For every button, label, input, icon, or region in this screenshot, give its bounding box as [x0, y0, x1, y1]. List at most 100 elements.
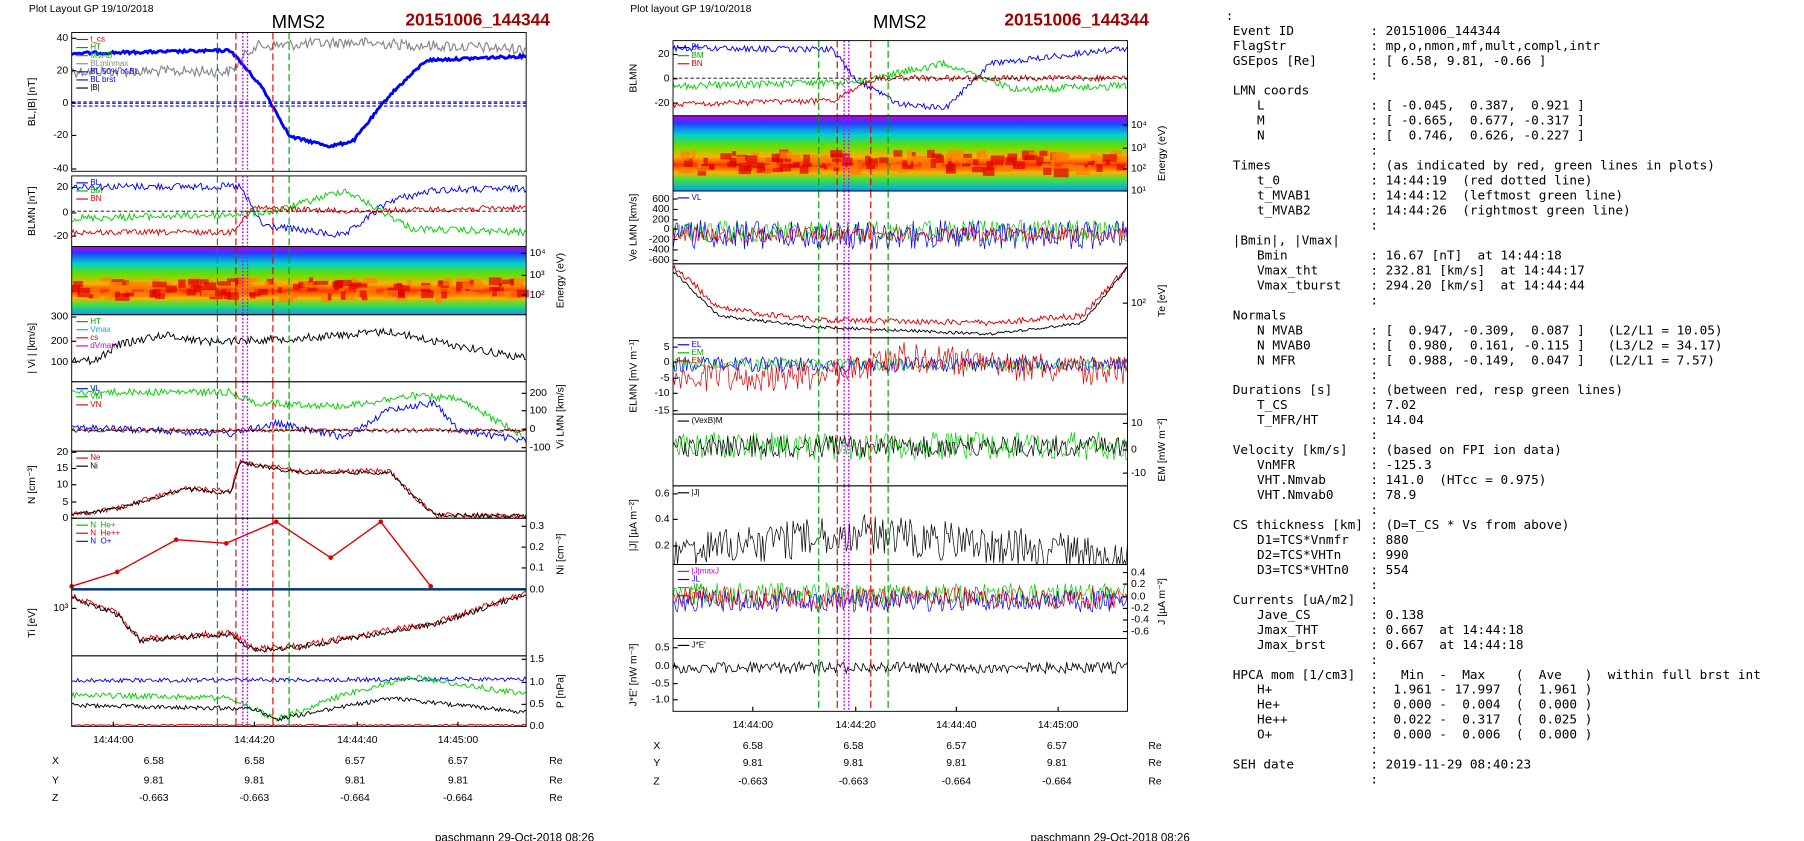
legend-label: |B|	[90, 83, 100, 92]
plot-header: Plot Layout GP 19/10/2018	[29, 4, 154, 15]
legend-label: Ni	[90, 461, 98, 470]
spectrogram-speck	[110, 281, 122, 290]
spectrogram-speck	[461, 288, 466, 297]
trace	[71, 399, 527, 444]
spectrogram-speck	[126, 281, 133, 290]
position-cell: 9.81	[345, 775, 365, 786]
separator: :	[1370, 427, 1378, 442]
listing-value: : 0.667 at 14:44:18	[1370, 637, 1523, 652]
y-axis-label: N [cm⁻³]	[27, 465, 38, 504]
tick-label: 10³	[1131, 143, 1147, 154]
tick-label: 0.0	[655, 661, 670, 672]
tick-label: -10	[655, 388, 670, 399]
trace	[71, 460, 527, 519]
listing-label: D1=TCS*Vnmfr	[1257, 532, 1349, 547]
listing-label: T_MFR/HT	[1257, 412, 1319, 427]
spectrogram-speck	[935, 155, 945, 164]
legend-label: N O+	[90, 536, 112, 545]
tick-label: 0.5	[530, 699, 545, 710]
legend-label: JN	[692, 591, 702, 600]
panel-frame	[71, 450, 527, 519]
spectrogram-speck	[143, 289, 152, 296]
spectrogram-speck	[437, 280, 449, 288]
tick-label: 0.4	[1131, 567, 1146, 578]
spectrogram-speck	[751, 152, 760, 158]
listing-label: t_0	[1257, 173, 1280, 188]
spectrogram-speck	[960, 157, 973, 165]
spectrogram-speck	[391, 289, 405, 297]
spectrogram-speck	[364, 288, 377, 296]
tick-label: 10²	[1131, 298, 1147, 309]
spectrogram-speck	[292, 283, 301, 291]
listing-value: : 1.961 - 17.997 ( 1.961 )	[1370, 682, 1592, 697]
legend-label: J*E'	[692, 641, 707, 650]
spectrogram-speck	[336, 279, 352, 287]
position-cell: 6.57	[448, 756, 468, 767]
spectrogram-speck	[833, 167, 840, 171]
position-cell: 6.58	[144, 756, 164, 767]
spectrogram-speck	[960, 164, 975, 172]
spectrogram-speck	[1039, 150, 1048, 156]
event-id: 20151006_144344	[405, 10, 550, 30]
time-label: 14:45:00	[438, 735, 479, 746]
position-cell: Re	[1148, 758, 1162, 769]
listing-label: He+	[1257, 697, 1280, 712]
listing-value: : 78.9	[1370, 487, 1416, 502]
spectrogram-speck	[802, 163, 812, 168]
spectrogram-speck	[696, 165, 710, 172]
listing-heading: Currents [uA/m2]	[1233, 592, 1356, 607]
tick-label: 10²	[1131, 164, 1147, 175]
separator: :	[1370, 652, 1378, 667]
spectrogram-speck	[751, 162, 764, 169]
time-label: 14:44:40	[337, 735, 378, 746]
spectrogram-speck	[971, 167, 985, 173]
tick-label: 0	[62, 208, 68, 219]
tick-label: 10	[57, 479, 69, 490]
trace	[672, 514, 1128, 566]
spectrogram-speck	[359, 290, 367, 298]
listing-value: : 0.000 - 0.004 ( 0.000 )	[1370, 697, 1592, 712]
spectrogram-speck	[339, 288, 345, 293]
spectrogram-speck	[133, 291, 146, 298]
position-cell: -0.663	[738, 777, 768, 788]
position-cell: Re	[549, 775, 563, 786]
y-axis-label: P [nPa]	[556, 674, 567, 708]
spectrogram-speck	[264, 281, 270, 287]
trace	[71, 458, 527, 520]
trace	[71, 594, 527, 653]
spectrogram-speck	[469, 279, 474, 288]
spectrogram-speck	[462, 282, 472, 289]
plot-title: MMS2	[272, 11, 325, 32]
spectrogram-speck	[243, 277, 258, 283]
tick-label: 0	[664, 74, 670, 85]
position-cell: 9.81	[244, 775, 264, 786]
spectrogram-speck	[977, 150, 986, 158]
listing-label: VnMFR	[1257, 457, 1296, 472]
tick-label: 300	[51, 312, 69, 323]
spectrogram-speck	[217, 281, 231, 286]
panel: 0.40.2 0.0-0.2-0.4-0.6 J [µA m⁻²] |J|maxJJL…	[672, 564, 1168, 639]
legend-label: BM	[90, 186, 102, 195]
spectrogram-speck	[1105, 159, 1110, 166]
listing-value: : [ 0.746, 0.626, -0.227 ]	[1370, 128, 1584, 143]
tick-label: 5	[62, 497, 68, 508]
separator: :	[1226, 8, 1234, 23]
spectrogram-speck	[727, 161, 740, 168]
separator: :	[1370, 292, 1378, 307]
position-cell: Z	[653, 777, 660, 788]
spectrogram-speck	[489, 287, 500, 292]
tick-label: -0.6	[1131, 626, 1149, 637]
spectrogram-speck	[501, 279, 513, 285]
spectrogram-speck	[738, 162, 752, 172]
listing-value: : (D=T_CS * Vs from above)	[1370, 517, 1569, 532]
spectrogram-speck	[100, 277, 112, 282]
listing-label: Bmin	[1257, 247, 1288, 262]
position-cell: -0.664	[1042, 777, 1072, 788]
spectrogram-speck	[1076, 167, 1090, 176]
listing-value: : Min - Max ( Ave ) within full brst int	[1370, 667, 1761, 682]
spectrogram-speck	[1062, 163, 1075, 172]
listing-label: N	[1257, 128, 1265, 143]
spectrogram-speck	[509, 278, 515, 286]
trace	[672, 585, 1128, 609]
